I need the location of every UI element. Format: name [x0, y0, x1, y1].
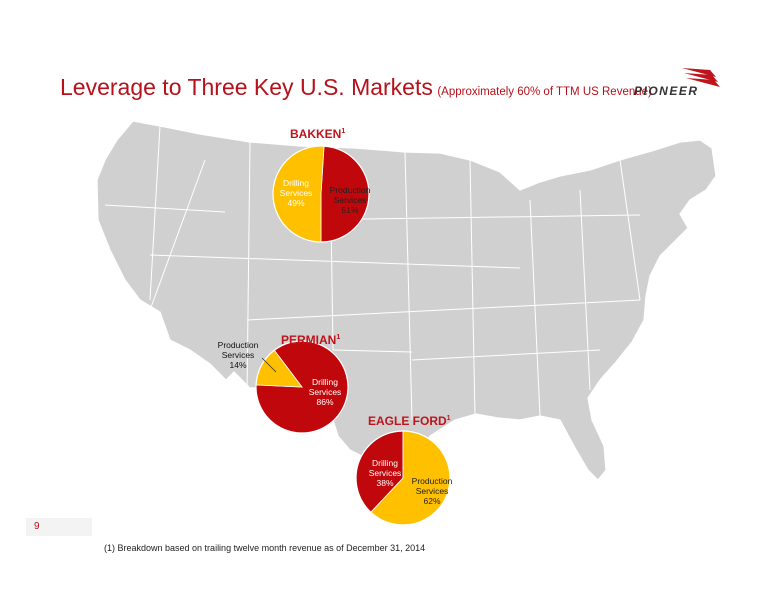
footnote: (1) Breakdown based on trailing twelve m…	[104, 543, 426, 553]
pie-chart-2: EAGLE FORD1 Drilling Services 38% Production…	[355, 414, 453, 526]
pie-outline	[255, 340, 349, 434]
logo-swoosh	[686, 78, 720, 87]
page-number: 9	[26, 518, 92, 536]
page-title: Leverage to Three Key U.S. Markets (Appr…	[60, 74, 652, 101]
pie-title: EAGLE FORD1	[368, 414, 451, 428]
us-map-shape	[96, 120, 717, 512]
pie-slice-label: Production Services 62%	[412, 476, 453, 506]
leader-line	[261, 357, 277, 373]
pie-slice-label: Drilling Services 86%	[309, 377, 342, 407]
title-main: Leverage to Three Key U.S. Markets	[60, 74, 433, 100]
pie-chart-1: PERMIAN1 Drilling Services 86% Production Ser…	[218, 333, 349, 434]
pioneer-logo: PIONEER	[634, 68, 720, 98]
pie-title: PERMIAN1	[281, 333, 340, 347]
logo-text: PIONEER	[634, 84, 699, 98]
pie-slice-label: Drilling Services 49%	[280, 178, 313, 208]
title-subtitle: (Approximately 60% of TTM US Revenue)	[437, 86, 652, 98]
pie-chart-0: BAKKEN1 Drilling Services 49% Production Serv…	[272, 127, 371, 243]
pie-slice-label: Production Services 14%	[218, 340, 259, 370]
pie-outline	[272, 145, 370, 243]
pie-outline	[355, 430, 451, 526]
pie-slice-label: Drilling Services 38%	[369, 458, 402, 488]
pie-title: BAKKEN1	[290, 127, 345, 141]
pie-slice-label: Production Services 51%	[330, 185, 371, 215]
state-borders	[104, 125, 641, 421]
